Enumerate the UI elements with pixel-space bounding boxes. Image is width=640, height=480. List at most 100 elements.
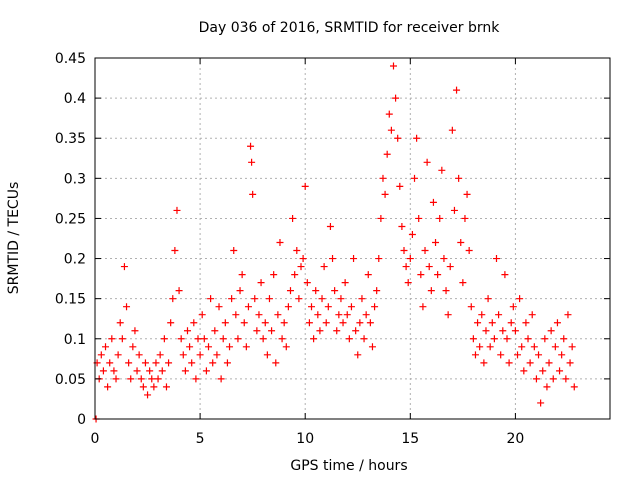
data-point [228,295,236,303]
data-point [402,263,410,271]
data-point [190,319,198,327]
data-point [564,311,572,319]
data-point [364,271,372,279]
data-point [257,279,265,287]
data-point [318,295,326,303]
data-point [99,367,107,375]
data-point [366,319,374,327]
data-point [175,287,183,295]
data-point [488,319,496,327]
data-point [507,319,515,327]
data-point [379,174,387,182]
data-point [413,134,421,142]
data-point [368,343,376,351]
data-point [200,335,208,343]
data-point [495,311,503,319]
data-point [478,311,486,319]
data-point [404,279,412,287]
data-point [255,311,263,319]
data-point [461,214,469,222]
data-point [230,247,238,255]
data-point [240,319,248,327]
data-point [106,359,114,367]
data-point [415,214,423,222]
data-point [450,206,458,214]
data-point [221,319,229,327]
data-point [333,327,341,335]
y-tick-label: 0 [77,412,86,428]
data-point [482,327,490,335]
x-tick-label: 5 [196,431,205,447]
data-point [326,222,334,230]
data-point [440,255,448,263]
data-point [141,359,149,367]
data-point [137,375,145,383]
data-point [120,263,128,271]
data-point [114,351,122,359]
data-point [360,335,368,343]
data-point [194,335,202,343]
data-point [293,247,301,255]
data-point [284,303,292,311]
data-point [480,359,488,367]
data-point [453,86,461,94]
data-point [299,255,307,263]
data-point [198,311,206,319]
data-point [289,214,297,222]
data-point [213,351,221,359]
data-point [270,271,278,279]
data-point [276,239,284,247]
data-point [286,287,294,295]
data-point [350,255,358,263]
data-point [116,319,124,327]
data-point [211,327,219,335]
data-point [509,303,517,311]
data-point [169,295,177,303]
data-point [432,239,440,247]
data-point [160,335,168,343]
grid-lines [95,58,610,419]
data-point [249,190,257,198]
data-point [110,367,118,375]
data-point [324,303,332,311]
data-point [522,319,530,327]
data-point [263,351,271,359]
data-point [568,343,576,351]
data-point [457,239,465,247]
data-point [337,295,345,303]
data-point [556,367,564,375]
data-point [173,206,181,214]
data-point [282,343,290,351]
data-point [158,367,166,375]
data-point [421,247,429,255]
data-point [223,359,231,367]
data-point [419,303,427,311]
data-point [396,182,404,190]
data-point [436,214,444,222]
data-point [242,343,250,351]
data-point [179,351,187,359]
data-point [217,375,225,383]
data-point [131,327,139,335]
data-point [537,399,545,407]
data-point [499,327,507,335]
data-point [471,351,479,359]
data-point [514,351,522,359]
data-point [139,383,147,391]
data-point [539,367,547,375]
data-point [503,335,511,343]
data-point [501,271,509,279]
data-point [524,335,532,343]
y-tick-label: 0.4 [64,91,86,107]
data-point [247,142,255,150]
data-point [455,174,463,182]
x-tick-label: 20 [506,431,524,447]
data-point [566,359,574,367]
data-point [392,94,400,102]
data-point [434,271,442,279]
data-point [354,351,362,359]
data-point [381,190,389,198]
data-point [417,271,425,279]
data-point [272,359,280,367]
